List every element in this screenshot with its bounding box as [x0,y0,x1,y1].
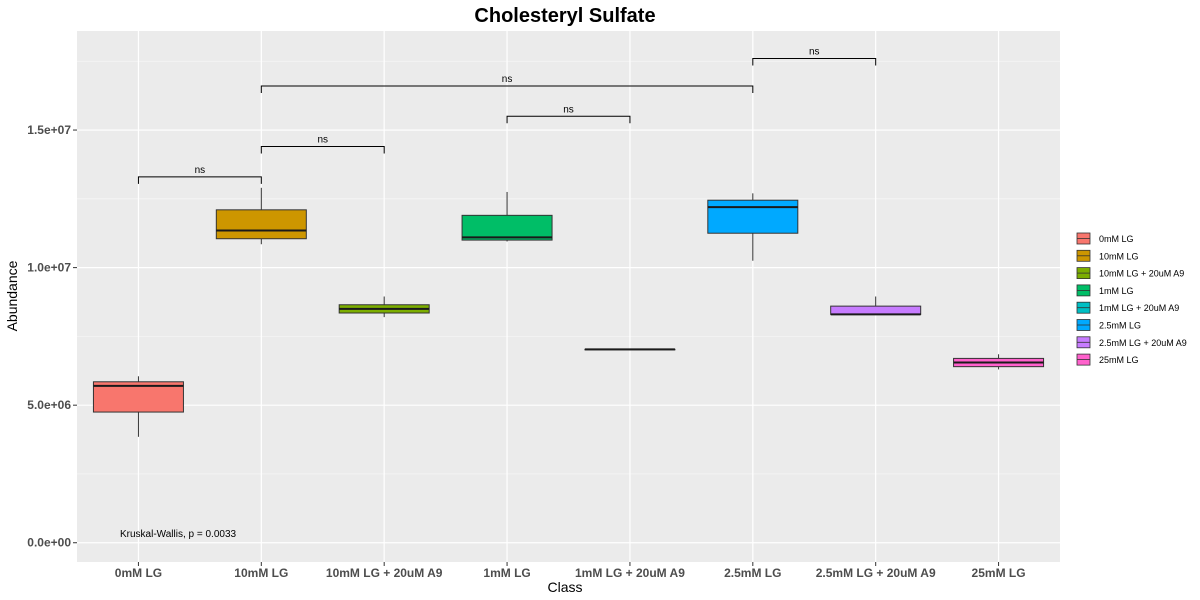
box-2-5mm-lg [707,193,799,261]
box-10mm-lg-20um-a9 [338,296,430,318]
box-10mm-lg [215,187,307,245]
kruskal-wallis-annotation: Kruskal-Wallis, p = 0.0033 [120,529,237,540]
box-body [461,214,553,241]
y-tick-label: 5.0e+06 [27,398,71,412]
comparison-brackets: ns ns ns ns ns [137,47,877,184]
bracket-line [260,146,385,154]
legend-label: 1mM LG + 20uM A9 [1099,303,1179,313]
legend: 0mM LG 10mM LG 10mM LG + 20uM A9 1mM LG 1mM … [1076,232,1187,366]
comparison-bracket: ns [260,135,385,154]
x-axis: 0mM LG 10mM LG 10mM LG + 20uM A9 1mM LG 1mM … [115,562,1026,580]
y-tick-label: 0.0e+00 [27,536,71,550]
legend-item: 10mM LG + 20uM A9 [1076,267,1184,280]
legend-item: 1mM LG [1076,284,1134,297]
x-tick-label: 1mM LG [483,566,530,580]
x-axis-title: Class [547,579,582,595]
legend-item: 10mM LG [1076,249,1139,262]
box-2-5mm-lg-20um-a9 [830,296,922,316]
bracket-label: ns [502,74,513,85]
comparison-bracket: ns [752,47,877,66]
x-tick-label: 2.5mM LG [724,566,781,580]
box-body [830,305,922,315]
bracket-label: ns [317,135,328,146]
bracket-label: ns [809,47,820,58]
x-tick-label: 10mM LG + 20uM A9 [326,566,443,580]
legend-label: 1mM LG [1099,286,1134,296]
x-tick-label: 1mM LG + 20uM A9 [575,566,685,580]
bracket-label: ns [195,165,206,176]
comparison-bracket: ns [137,165,262,184]
box-body [215,209,307,240]
box-0mm-lg [92,376,184,437]
legend-item: 0mM LG [1076,232,1134,245]
legend-label: 2.5mM LG + 20uM A9 [1099,338,1187,348]
legend-item: 2.5mM LG [1076,319,1141,331]
x-tick-label: 0mM LG [115,566,162,580]
box-1mm-lg [461,191,553,242]
box-1mm-lg-20um-a9 [584,348,676,351]
y-axis: 0.0e+00 5.0e+06 1.0e+07 1.5e+07 [27,123,77,550]
bracket-line [752,58,877,66]
x-tick-label: 2.5mM LG + 20uM A9 [816,566,936,580]
bracket-line [137,176,262,184]
legend-label: 10mM LG + 20uM A9 [1099,269,1184,279]
y-axis-title: Abundance [4,260,20,331]
legend-item: 1mM LG + 20uM A9 [1076,301,1179,314]
comparison-bracket: ns [260,74,754,94]
bracket-line [506,115,631,124]
x-tick-label: 10mM LG [234,566,288,580]
legend-label: 25mM LG [1099,355,1139,365]
legend-item: 25mM LG [1076,353,1139,366]
x-tick-label: 25mM LG [972,566,1026,580]
y-tick-label: 1.0e+07 [27,261,71,275]
legend-item: 2.5mM LG + 20uM A9 [1076,336,1187,349]
legend-label: 10mM LG [1099,251,1139,261]
box-body [707,199,799,234]
plot-panel [77,31,1060,562]
boxes [92,187,1045,437]
comparison-bracket: ns [506,104,631,124]
y-tick-label: 1.5e+07 [27,123,71,137]
legend-label: 2.5mM LG [1099,321,1141,331]
chart-title: Cholesteryl Sulfate [474,5,655,27]
legend-label: 0mM LG [1099,234,1134,244]
bracket-label: ns [563,104,574,115]
box-25mm-lg [953,354,1045,370]
bracket-line [260,85,754,94]
